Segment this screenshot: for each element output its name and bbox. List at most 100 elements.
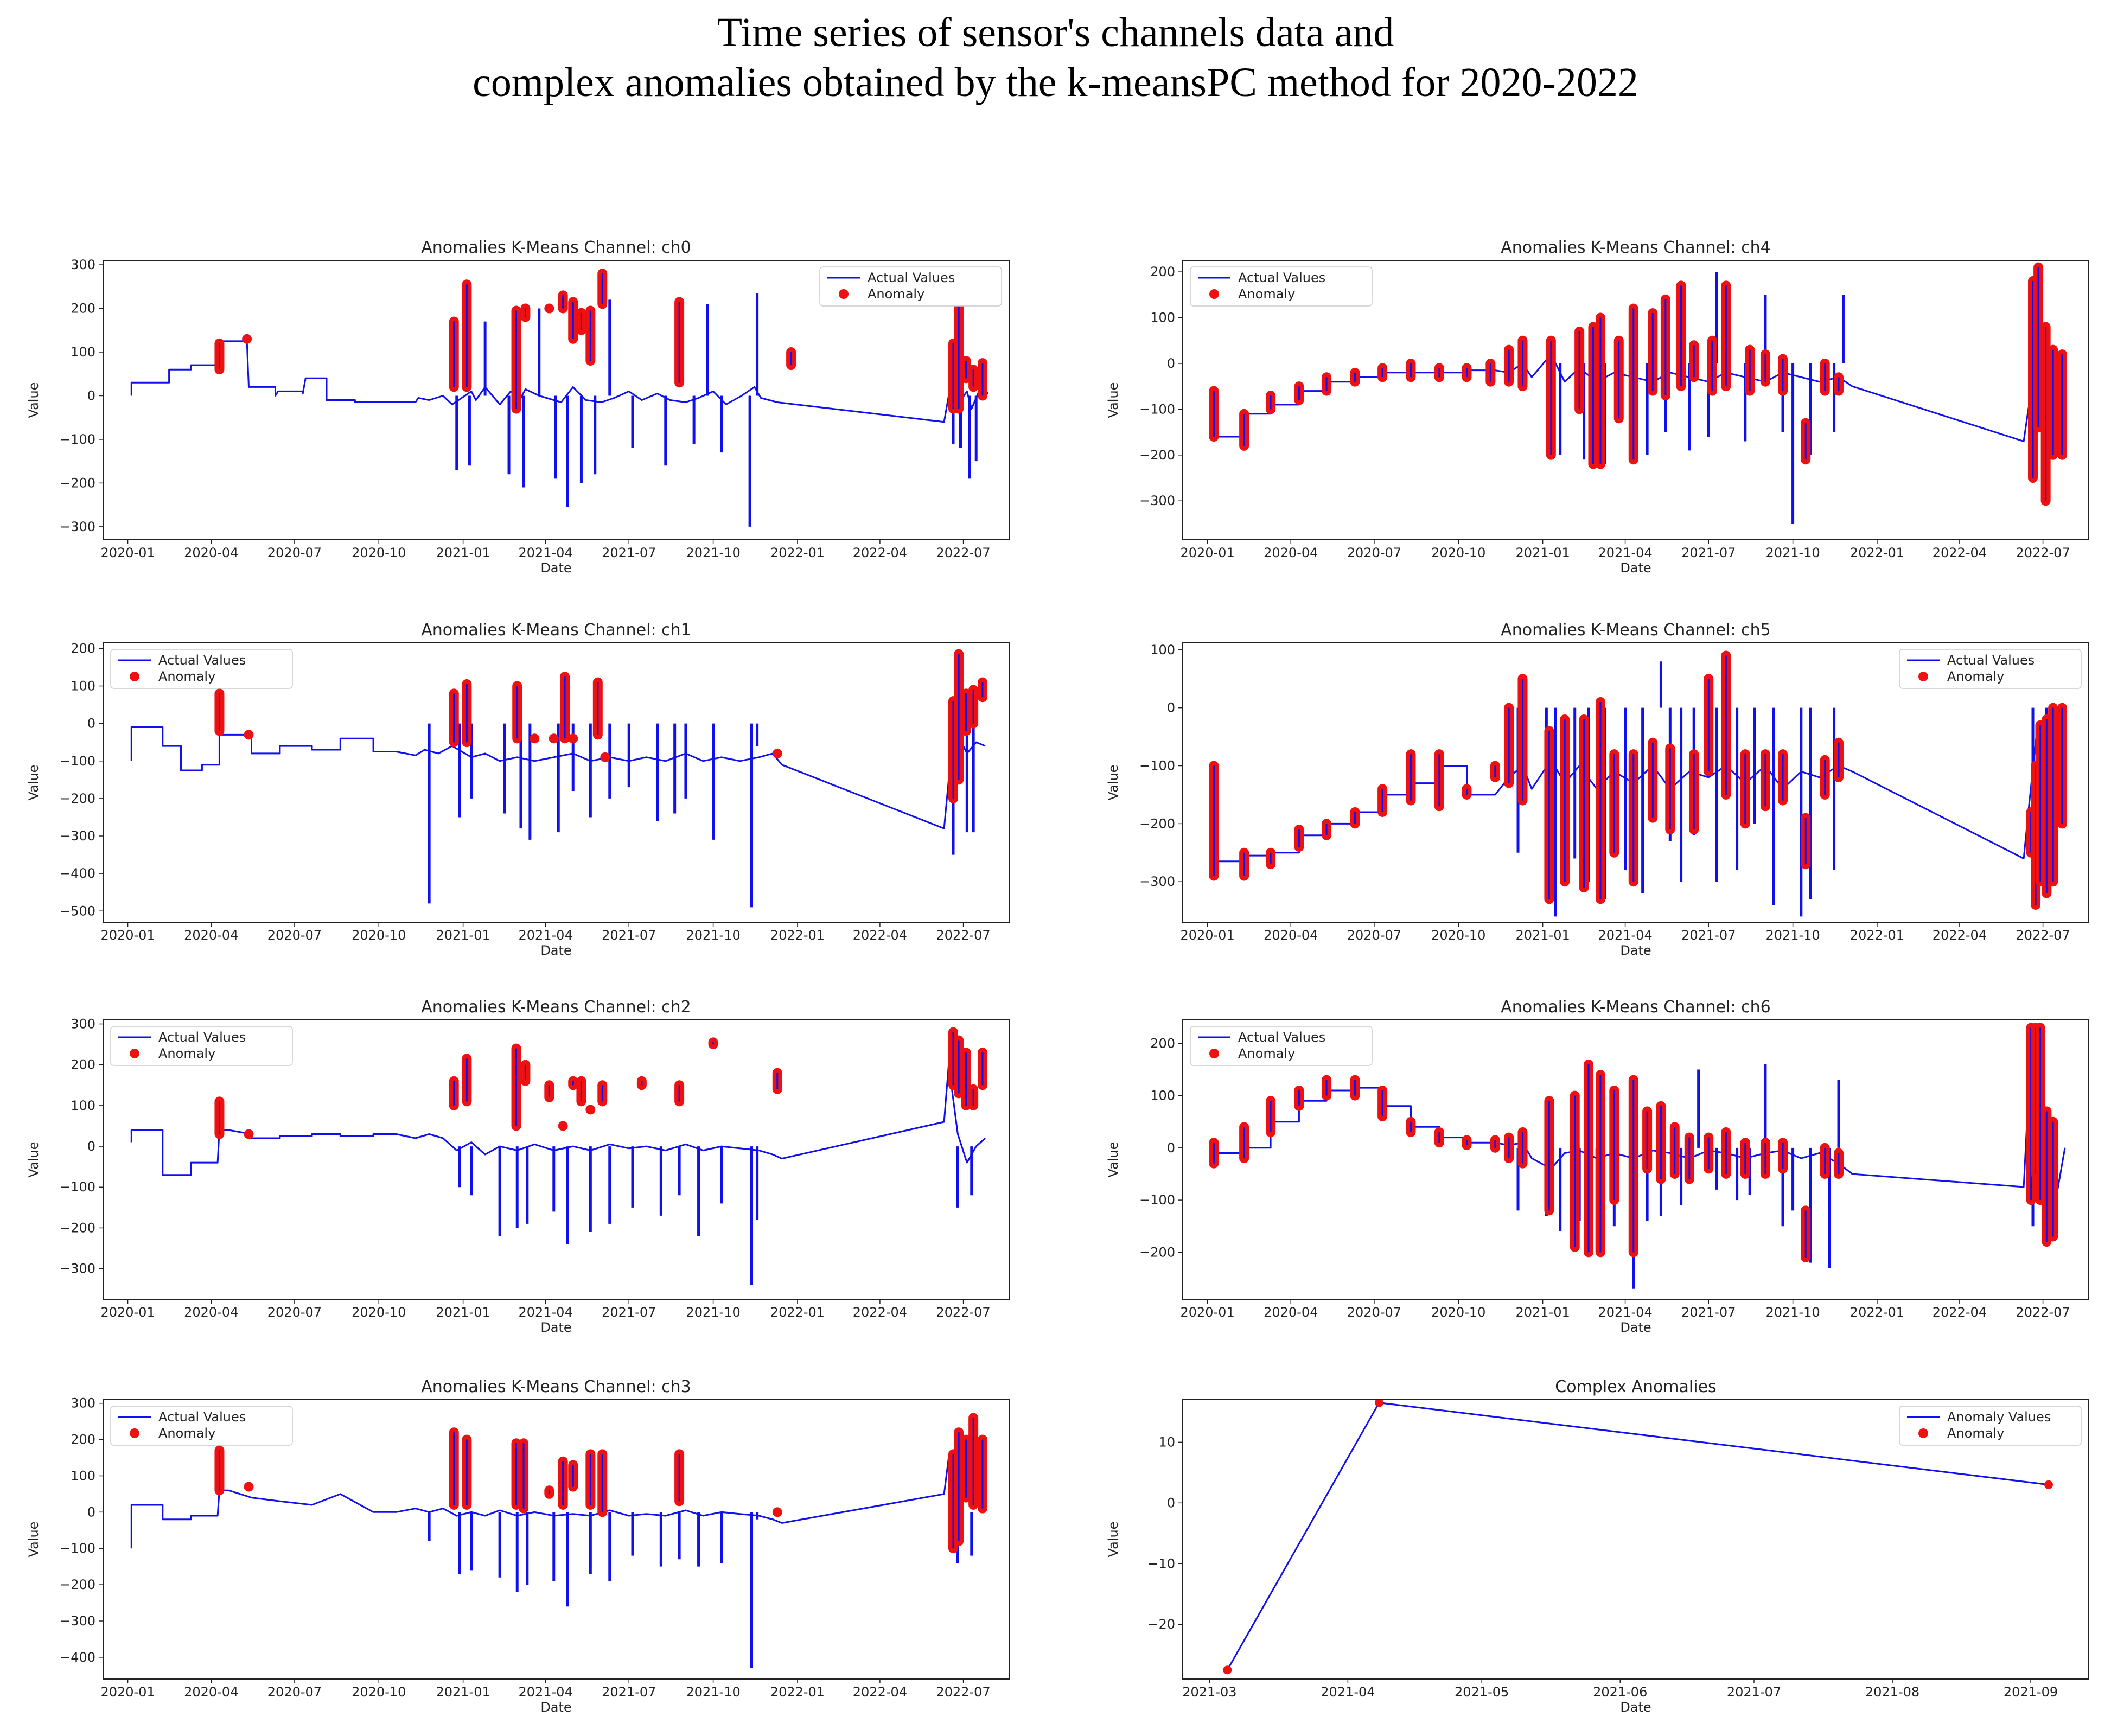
y-tick-label: −300 bbox=[60, 828, 95, 844]
x-tick-label: 2020-01 bbox=[100, 545, 155, 560]
legend-entry-line: Actual Values bbox=[158, 1409, 246, 1425]
y-axis-label: Value bbox=[26, 765, 41, 801]
x-tick-label: 2022-04 bbox=[853, 1684, 907, 1700]
x-tick-label: 2021-10 bbox=[686, 545, 740, 560]
x-tick-label: 2020-07 bbox=[267, 545, 322, 560]
x-tick-label: 2022-04 bbox=[1933, 545, 1987, 560]
x-tick-label: 2020-07 bbox=[1347, 1305, 1401, 1320]
y-tick-label: −200 bbox=[60, 1220, 95, 1235]
legend-entry-anomaly: Anomaly bbox=[158, 669, 215, 684]
x-tick-label: 2021-10 bbox=[686, 1305, 740, 1320]
axes-frame bbox=[1182, 260, 2089, 540]
chart-title: Anomalies K-Means Channel: ch5 bbox=[1501, 621, 1770, 640]
x-tick-label: 2021-10 bbox=[1765, 545, 1820, 560]
x-tick-label: 2021-10 bbox=[686, 1684, 740, 1700]
x-tick-label: 2021-04 bbox=[1598, 1305, 1652, 1320]
x-tick-label: 2022-04 bbox=[853, 1305, 907, 1320]
plot-area bbox=[1209, 650, 2068, 917]
chart-panel-ch1: Anomalies K-Means Channel: ch1 −500 −400 −3… bbox=[0, 610, 1015, 979]
y-tick-label: 200 bbox=[1150, 1036, 1175, 1051]
y-tick-label: 300 bbox=[71, 257, 95, 272]
x-tick-label: 2022-07 bbox=[2016, 928, 2070, 943]
x-tick-label: 2020-01 bbox=[100, 1684, 155, 1700]
y-tick-label: 100 bbox=[1150, 1088, 1175, 1103]
legend-entry-line: Actual Values bbox=[158, 653, 246, 668]
y-tick-label: 10 bbox=[1158, 1434, 1175, 1450]
x-tick-label: 2021-04 bbox=[518, 928, 572, 943]
x-tick-label: 2021-04 bbox=[1321, 1684, 1375, 1700]
legend-box bbox=[1899, 649, 2082, 689]
x-tick-label: 2021-04 bbox=[518, 545, 572, 560]
x-tick-label: 2021-04 bbox=[1598, 928, 1652, 943]
x-tick-label: 2022-01 bbox=[770, 545, 825, 560]
x-tick-label: 2021-08 bbox=[1865, 1684, 1919, 1700]
y-tick-label: −300 bbox=[60, 519, 95, 534]
figure-title: Time series of sensor's channels data an… bbox=[0, 8, 2111, 107]
y-axis-label: Value bbox=[1106, 382, 1121, 418]
y-tick-label: −100 bbox=[60, 1179, 95, 1195]
x-tick-label: 2020-10 bbox=[1431, 1305, 1485, 1320]
y-tick-label: 200 bbox=[71, 641, 95, 656]
series-line-actual-values bbox=[130, 1446, 986, 1549]
figure-title-line-2: complex anomalies obtained by the k-mean… bbox=[473, 60, 1638, 105]
legend-dot-swatch bbox=[130, 1428, 139, 1438]
x-tick-label: 2022-04 bbox=[1933, 1305, 1987, 1320]
x-tick-label: 2020-01 bbox=[1180, 1305, 1234, 1320]
chart-title: Anomalies K-Means Channel: ch0 bbox=[421, 238, 691, 257]
y-axis-label: Value bbox=[1106, 1522, 1121, 1558]
y-tick-label: −300 bbox=[1139, 493, 1175, 508]
y-axis-label: Value bbox=[26, 1142, 41, 1178]
x-tick-label: 2021-04 bbox=[518, 1305, 572, 1320]
x-tick-label: 2021-03 bbox=[1182, 1684, 1236, 1700]
x-tick-label: 2021-05 bbox=[1455, 1684, 1509, 1700]
legend-entry-anomaly: Anomaly bbox=[1947, 669, 2004, 684]
y-tick-label: −20 bbox=[1147, 1617, 1175, 1632]
x-tick-label: 2022-01 bbox=[770, 1684, 825, 1700]
legend-dot-swatch bbox=[130, 672, 139, 681]
y-tick-label: −200 bbox=[1139, 448, 1175, 463]
axes-frame bbox=[103, 642, 1010, 923]
x-axis-label: Date bbox=[540, 943, 571, 958]
x-tick-label: 2020-04 bbox=[184, 928, 238, 943]
x-tick-label: 2021-07 bbox=[602, 1684, 656, 1700]
x-tick-label: 2020-04 bbox=[1264, 1305, 1318, 1320]
anomaly-cluster bbox=[558, 1121, 568, 1131]
x-tick-label: 2020-04 bbox=[1264, 545, 1318, 560]
x-tick-label: 2020-07 bbox=[267, 1684, 322, 1700]
x-tick-label: 2020-01 bbox=[1180, 545, 1234, 560]
axes-frame bbox=[103, 1019, 1010, 1300]
x-tick-label: 2021-07 bbox=[602, 545, 656, 560]
axes-frame bbox=[103, 260, 1010, 540]
chart-title: Anomalies K-Means Channel: ch6 bbox=[1501, 998, 1770, 1017]
x-tick-label: 2020-01 bbox=[100, 1305, 155, 1320]
legend-entry-anomaly: Anomaly bbox=[1238, 1046, 1295, 1061]
y-tick-label: 0 bbox=[87, 716, 95, 731]
x-tick-label: 2021-01 bbox=[436, 928, 490, 943]
chart-title: Anomalies K-Means Channel: ch1 bbox=[421, 621, 691, 640]
chart-svg-ch4: Anomalies K-Means Channel: ch4 −300 −200 −1… bbox=[1106, 238, 2089, 576]
x-tick-label: 2022-01 bbox=[1850, 928, 1904, 943]
plot-area bbox=[130, 1027, 988, 1285]
y-tick-label: 0 bbox=[1167, 1140, 1175, 1156]
y-tick-label: −200 bbox=[60, 791, 95, 806]
plot-area bbox=[1223, 1400, 2053, 1675]
y-tick-label: −500 bbox=[60, 903, 95, 918]
x-tick-label: 2022-04 bbox=[853, 545, 907, 560]
axes-frame bbox=[1182, 1019, 2089, 1300]
x-tick-label: 2020-07 bbox=[1347, 928, 1401, 943]
x-axis-label: Date bbox=[1620, 560, 1651, 576]
x-tick-label: 2020-04 bbox=[184, 1305, 238, 1320]
chart-title: Anomalies K-Means Channel: ch4 bbox=[1501, 238, 1770, 257]
anomaly-cluster bbox=[242, 334, 252, 344]
y-tick-label: 100 bbox=[71, 1468, 95, 1483]
x-tick-label: 2021-01 bbox=[1515, 545, 1570, 560]
legend-entry-anomaly: Anomaly bbox=[1947, 1426, 2004, 1441]
anomaly-cluster bbox=[530, 733, 540, 744]
legend-box bbox=[1190, 1026, 1373, 1066]
y-axis-label: Value bbox=[1106, 1142, 1121, 1178]
